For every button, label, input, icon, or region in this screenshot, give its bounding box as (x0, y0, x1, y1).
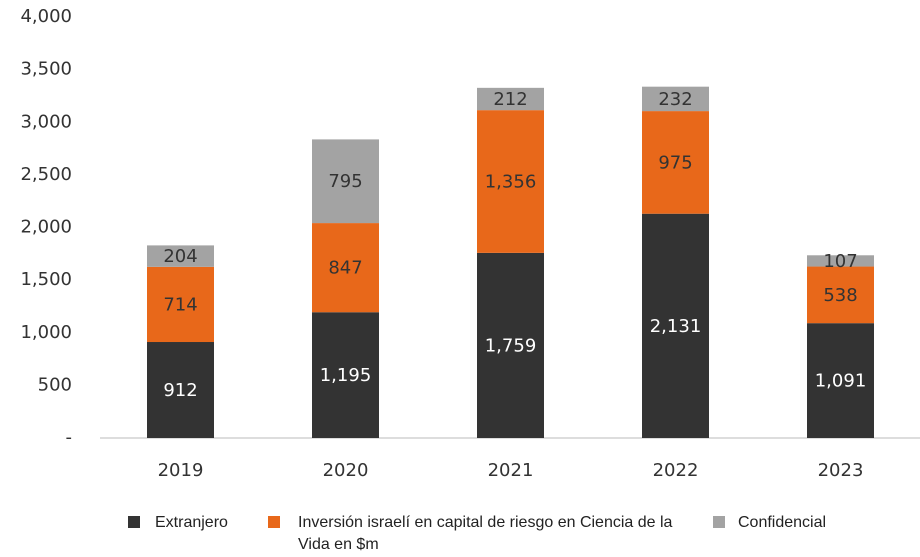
y-tick-label: 3,000 (20, 111, 72, 132)
x-tick-label: 2019 (158, 460, 204, 481)
bar-segment (642, 86, 709, 112)
bar-segment (147, 342, 214, 438)
x-tick-label: 2021 (488, 460, 534, 481)
x-tick-label: 2020 (323, 460, 369, 481)
bar-segment (807, 266, 874, 324)
data-label: 1,195 (320, 365, 372, 386)
bar-segment (642, 111, 709, 214)
bar-segment (807, 255, 874, 267)
data-label: 1,356 (485, 172, 537, 193)
y-tick-label: 2,000 (20, 217, 72, 238)
legend-label: Confidencial (738, 514, 827, 531)
data-label: 795 (328, 171, 362, 192)
data-label: 212 (493, 89, 527, 110)
data-label: 1,091 (815, 371, 867, 392)
data-label: 538 (823, 285, 857, 306)
data-label: 232 (658, 89, 692, 110)
bar-segment (477, 110, 544, 253)
y-tick-label: 2,500 (20, 164, 72, 185)
legend-swatch (268, 516, 280, 528)
y-tick-label: - (66, 427, 73, 448)
x-tick-label: 2023 (818, 460, 864, 481)
data-label: 714 (163, 294, 197, 315)
data-label: 975 (658, 152, 692, 173)
bar-segment (477, 87, 544, 111)
bar-segment (477, 252, 544, 438)
plot: - 500 1,000 1,500 2,000 2,500 3,000 3,500 4,000 2… (20, 6, 920, 481)
legend-swatch (713, 516, 725, 528)
bar-segment (312, 312, 379, 438)
y-tick-label: 1,000 (20, 322, 72, 343)
data-label: 1,759 (485, 335, 537, 356)
data-label: 107 (823, 251, 857, 272)
bar-segment (312, 139, 379, 224)
y-tick-label: 4,000 (20, 6, 72, 27)
data-label: 204 (163, 246, 197, 267)
legend-swatch (128, 516, 140, 528)
data-label: 2,131 (650, 316, 702, 337)
y-tick-label: 1,500 (20, 269, 72, 290)
legend-label: Extranjero (155, 514, 228, 531)
x-tick-label: 2022 (653, 460, 699, 481)
y-tick-label: 3,500 (20, 59, 72, 80)
data-label: 912 (163, 380, 197, 401)
data-label: 847 (328, 258, 362, 279)
bar-segment (312, 223, 379, 313)
y-tick-label: 500 (38, 374, 72, 395)
bar-segment (807, 323, 874, 438)
legend-label: Inversión israelí en capital de riesgo e… (298, 514, 673, 553)
bar-segment (147, 266, 214, 343)
bar-segment (642, 213, 709, 438)
bar-segment (147, 245, 214, 267)
